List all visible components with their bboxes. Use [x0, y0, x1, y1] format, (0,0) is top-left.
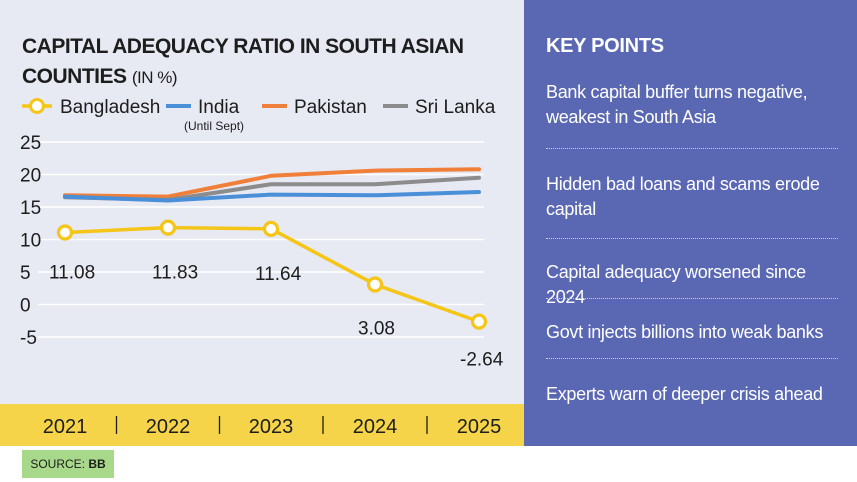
data-label: 11.83 — [152, 263, 198, 284]
year-axis-band — [0, 404, 524, 446]
x-tick-label: 2021 — [43, 416, 88, 438]
key-points-title: KEY POINTS — [546, 35, 664, 57]
y-tick-label: -5 — [20, 328, 37, 349]
legend-label: Bangladesh — [60, 97, 160, 118]
key-point-divider — [546, 238, 838, 239]
y-tick-label: 20 — [20, 166, 41, 187]
y-tick-label: 15 — [20, 198, 41, 219]
source-label: SOURCE: — [30, 457, 85, 471]
data-label: 3.08 — [358, 318, 395, 339]
y-tick-label: 0 — [20, 296, 31, 317]
data-label: -2.64 — [460, 350, 504, 371]
bangladesh-point — [470, 313, 488, 330]
chart-panel — [0, 0, 524, 446]
series-line-india — [63, 190, 481, 203]
data-label: 11.08 — [49, 262, 95, 283]
key-point-divider — [546, 148, 838, 149]
data-label: 11.64 — [255, 264, 302, 285]
bangladesh-point — [159, 219, 177, 236]
y-tick-label: 25 — [20, 133, 41, 154]
legend-label: Sri Lanka — [415, 97, 496, 118]
bangladesh-point — [262, 220, 280, 237]
bangladesh-point — [366, 276, 384, 293]
x-tick-label: 2022 — [146, 416, 191, 438]
legend-note: (Until Sept) — [184, 119, 244, 133]
legend-label: India — [198, 97, 240, 118]
line-chart: 25 20 15 10 5 0 -5 11.08 11.83 11.64 3.08 -2.64 Bang… — [20, 97, 504, 438]
source-value: BB — [88, 457, 106, 471]
bangladesh-point — [56, 224, 74, 241]
chart-title: CAPITAL ADEQUACY RATIO IN SOUTH ASIAN CO… — [22, 32, 502, 93]
key-point-divider — [546, 298, 838, 299]
key-point-divider — [546, 358, 838, 359]
chart-title-unit: (IN %) — [131, 68, 178, 87]
legend-marker-bangladesh — [29, 98, 45, 114]
chart-title-text: CAPITAL ADEQUACY RATIO IN SOUTH ASIAN CO… — [22, 35, 464, 88]
x-tick-label: 2024 — [353, 416, 398, 438]
source-badge: SOURCE: BB — [22, 450, 114, 478]
x-tick-label: 2023 — [249, 416, 294, 438]
legend-label: Pakistan — [294, 97, 367, 118]
y-tick-label: 5 — [20, 263, 31, 284]
x-tick-label: 2025 — [457, 416, 502, 438]
key-point-5: Experts warn of deeper crisis ahead — [546, 384, 823, 404]
key-point-4: Govt injects billions into weak banks — [546, 322, 824, 342]
key-points-panel: KEY POINTS Bank capital buffer turns neg… — [524, 0, 857, 446]
y-tick-label: 10 — [20, 231, 41, 252]
key-point-3: Capital adequacy worsened since 2024 — [546, 262, 806, 307]
key-point-1: Bank capital buffer turns negative, weak… — [546, 82, 808, 127]
series-line-pakistan — [63, 167, 481, 199]
key-point-2: Hidden bad loans and scams erode capital — [546, 174, 820, 219]
